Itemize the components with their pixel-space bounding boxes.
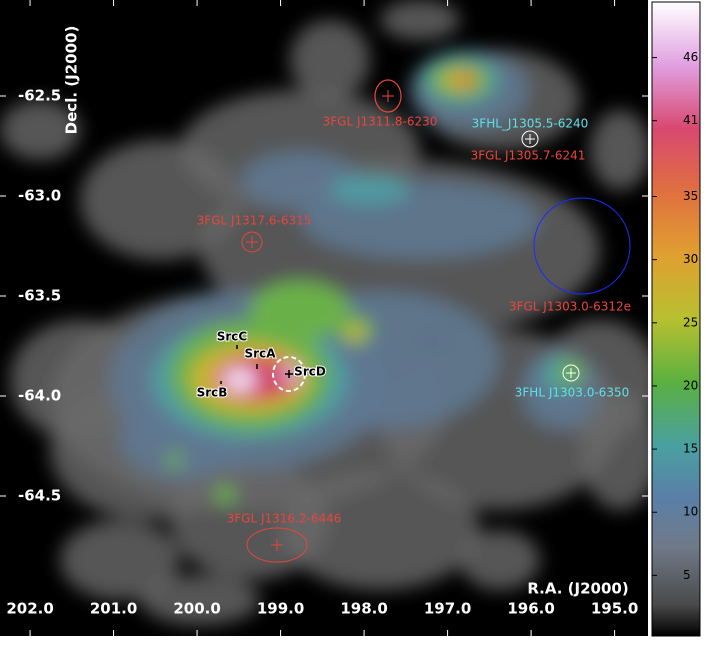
overlay <box>220 79 631 563</box>
x-tick-label: 196.0 <box>507 600 554 618</box>
source-cross <box>246 236 258 248</box>
source-region <box>533 197 631 295</box>
emission-blob <box>290 20 370 100</box>
y-axis-label: Decl. (J2000) <box>63 26 81 135</box>
colorbar <box>651 1 701 637</box>
colorbar-tick-label: 41 <box>683 113 698 127</box>
catalog-label: 3FHL_J1305.5-6240 <box>472 117 589 131</box>
catalog-label: 3FGL J1311.8-6230 <box>323 115 438 129</box>
emission-blob <box>556 360 584 384</box>
source-region <box>241 231 263 253</box>
emission-blob <box>330 175 410 205</box>
x-tick-label: 199.0 <box>257 600 304 618</box>
colorbar-tick-label: 46 <box>683 50 698 64</box>
x-tick-label: 197.0 <box>424 600 471 618</box>
emission-blob <box>230 373 250 387</box>
colorbar-tick-label: 20 <box>683 378 698 392</box>
source-region <box>246 527 308 563</box>
y-tick-label: -64.0 <box>18 387 61 405</box>
y-tick-label: -64.5 <box>18 487 61 505</box>
source-pointer <box>220 345 258 384</box>
intensity-map <box>0 0 648 625</box>
catalog-label: 3FGL J1316.2-6446 <box>227 512 342 526</box>
emission-blob <box>60 520 180 600</box>
x-tick-label: 201.0 <box>90 600 137 618</box>
y-tick-label: -63.0 <box>18 187 61 205</box>
emission-blob <box>460 530 540 590</box>
colorbar-tick-label: 30 <box>683 252 698 266</box>
source-label: SrcA <box>245 347 277 361</box>
source-label: SrcC <box>217 330 248 344</box>
emission-blob <box>240 150 360 210</box>
x-tick-label: 200.0 <box>173 600 220 618</box>
x-tick-label: 198.0 <box>340 600 387 618</box>
source-cross <box>382 90 394 102</box>
source-cross <box>271 539 283 551</box>
emission-blob <box>10 320 150 440</box>
emission-blob <box>80 140 240 260</box>
source-cross <box>285 370 293 378</box>
emission-blob <box>345 325 365 341</box>
emission-blob <box>140 575 260 625</box>
x-axis-label: R.A. (J2000) <box>527 580 628 598</box>
colorbar-tick-label: 15 <box>683 442 698 456</box>
x-tick-label: 202.0 <box>6 600 53 618</box>
colorbar-tick-label: 35 <box>683 189 698 203</box>
source-region <box>272 356 306 392</box>
y-tick-label: -62.5 <box>18 87 61 105</box>
source-label: SrcD <box>294 365 326 379</box>
source-region <box>521 130 539 148</box>
source-cross <box>525 134 535 144</box>
emission-blob <box>380 0 460 40</box>
x-tick-label: 195.0 <box>591 600 638 618</box>
colorbar-tick-label: 25 <box>683 315 698 329</box>
catalog-label: 3FGL J1305.7-6241 <box>471 149 586 163</box>
y-tick-label: -63.5 <box>18 287 61 305</box>
emission-blob <box>590 110 648 190</box>
colorbar-tick-label: 5 <box>683 568 691 582</box>
emission-blob <box>0 100 80 160</box>
source-region <box>374 79 402 113</box>
colorbar-tick-label: 10 <box>683 505 698 519</box>
catalog-label: 3FGL J1303.0-6312e <box>509 300 631 314</box>
emission-blob <box>453 73 477 87</box>
catalog-label: 3FHL J1303.0-6350 <box>515 386 629 400</box>
source-cross <box>566 368 576 378</box>
source-label: SrcB <box>197 386 228 400</box>
emission-blob <box>250 280 350 340</box>
emission-blob <box>215 485 235 505</box>
emission-blob <box>280 470 480 590</box>
source-region <box>562 364 580 382</box>
emission-blob <box>167 452 183 468</box>
catalog-label: 3FGL J1317.6-6315 <box>197 214 312 228</box>
emission-blob <box>580 390 648 510</box>
